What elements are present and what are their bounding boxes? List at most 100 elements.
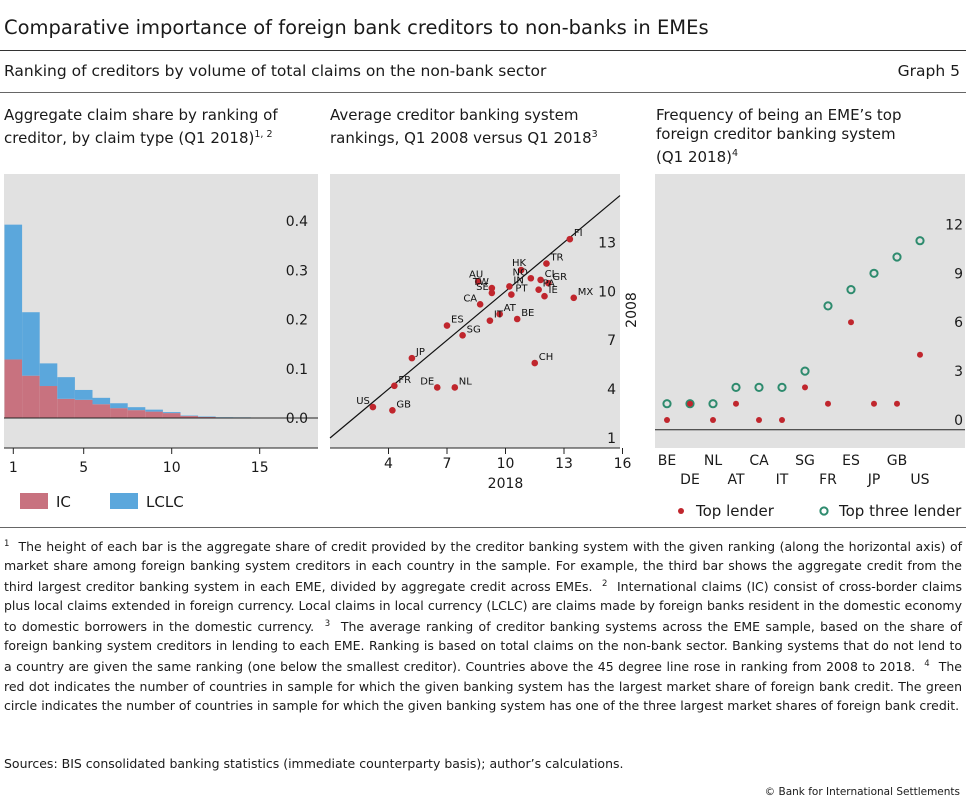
point-label-no: NO [512,267,527,278]
x-tick-label: 10 [163,460,181,476]
bar-ic-3 [39,386,58,418]
bar-ic-7 [110,408,128,418]
x-tick-label: 5 [79,460,88,476]
point-de [433,384,441,391]
right-panel-title: Frequency of being an EME’s top foreign … [656,106,902,166]
point-pa [535,286,542,293]
dot-be [664,417,670,423]
bar-lclc-7 [110,403,128,409]
point-tw [488,284,496,292]
point-at [496,310,503,318]
footnote-2-marker: 2 [602,579,608,590]
y-tick-label: 3 [954,364,963,380]
bar-ic-10 [162,413,181,418]
footnote-rule [0,527,966,528]
category-label-be: BE [658,453,676,469]
footnote-2: International claims (IC) consist of cro… [4,579,962,635]
point-label-at: AT [504,303,517,314]
bar-ic-2 [22,375,40,418]
footnote-4: The red dot indicates the number of coun… [4,659,962,713]
ring-jp [869,268,879,278]
point-label-tr: TR [549,253,563,264]
footnote-3: The average ranking of creditor banking … [4,619,962,675]
x-tick-label: 10 [497,456,515,472]
point-se [488,289,496,297]
category-label-it: IT [776,472,789,488]
point-label-ch: CH [539,352,554,363]
point-tr [543,260,550,267]
y-tick-label: 0.1 [286,362,308,378]
x-axis-label: 2018 [488,476,524,492]
point-label-gr: GR [552,272,567,283]
x-tick-label: 1 [9,460,18,476]
legend-swatch-lclc [110,493,138,509]
point-au [474,278,482,285]
y-tick-label: 7 [607,333,616,349]
plot-background [330,174,620,448]
y-tick-label: 9 [954,266,963,282]
category-label-ca: CA [749,453,769,469]
point-ca [476,301,484,308]
bar-lclc-5 [74,389,93,400]
page-subtitle: Ranking of creditors by volume of total … [4,62,547,80]
point-nl [451,384,459,391]
point-in [506,283,513,290]
point-label-se: SE [476,282,489,293]
dot-ca [756,417,762,423]
point-us [369,403,377,411]
y-tick-label: 0.4 [286,214,308,230]
legend-label-lclc: LCLC [146,493,184,511]
bar-ic-11 [180,416,199,418]
dot-es [848,319,854,326]
category-label-fr: FR [819,472,837,488]
dot-nl [710,417,716,423]
ring-es [846,285,856,295]
dot-sg [802,384,808,391]
category-label-nl: NL [704,453,722,469]
point-fr [391,382,398,390]
category-label-us: US [910,472,929,488]
bar-ic-6 [92,404,111,418]
y-axis-label: 2008 [624,292,640,328]
bar-ic-1 [4,359,23,418]
point-label-ie: IE [549,285,558,296]
y-tick-label: 0.3 [286,263,308,279]
x-tick-label: 7 [443,456,452,472]
point-label-mx: MX [578,287,594,298]
bar-ic-5 [74,399,93,418]
point-sg [459,332,466,339]
point-label-au: AU [469,270,483,281]
y-tick-label: 0.0 [286,411,308,427]
category-label-sg: SG [795,453,815,469]
category-label-at: AT [727,472,744,488]
point-label-tw: TW [472,277,489,288]
footnote-1-marker: 1 [4,539,10,549]
point-cl [537,276,544,284]
bar-lclc-1 [4,224,23,360]
bar-lclc-10 [162,412,181,414]
point-es [443,322,451,329]
legend-label-top-three: Top three lender [838,502,962,520]
point-gr [545,279,552,287]
bar-lclc-3 [39,363,58,387]
y-tick-label: 13 [598,235,616,251]
dot-us [917,351,923,358]
sources: Sources: BIS consolidated banking statis… [4,756,624,771]
dot-jp [871,400,877,407]
legend-swatch-ic [20,493,48,509]
y-tick-label: 0 [954,413,963,429]
point-fi [566,235,574,243]
point-label-fi: FI [574,228,583,239]
legend-label-top: Top lender [695,502,775,520]
dot-gb [894,400,900,407]
point-label-pa: PA [543,279,555,290]
point-label-nl: NL [459,376,472,387]
dot-at [733,400,739,407]
point-label-be: BE [521,308,534,319]
middle-panel-title: Average creditor banking system rankings… [330,106,598,147]
point-ie [541,292,548,300]
point-label-de: DE [420,376,434,387]
